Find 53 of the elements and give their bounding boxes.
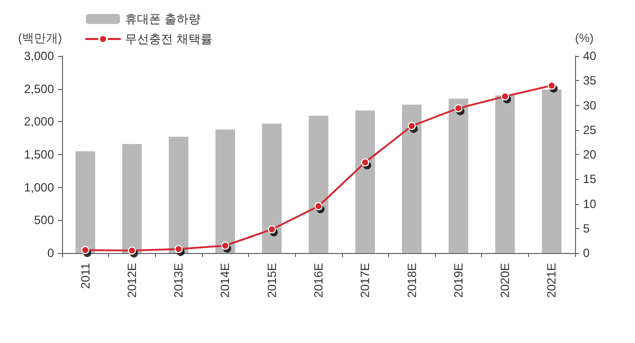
point [548, 82, 556, 90]
bar [355, 110, 375, 253]
y2-tick-label: 30 [583, 98, 597, 112]
y-axis-title: (백만개) [18, 31, 62, 45]
x-tick-label: 2020E [498, 263, 512, 298]
x-tick-label: 2021E [544, 263, 559, 298]
point [314, 202, 322, 210]
x-tick-label: 2012E [124, 263, 139, 298]
y2-tick-label: 40 [583, 49, 597, 63]
x-tick-label: 2015E [264, 263, 279, 298]
y-tick-label: 2,500 [24, 82, 54, 96]
y2-tick-label: 35 [583, 74, 597, 88]
y-tick-label: 1,000 [24, 180, 54, 194]
point [128, 246, 136, 255]
bar [168, 136, 188, 253]
bar [308, 116, 328, 253]
y2-tick-label: 15 [583, 172, 597, 186]
y2-tick-label: 25 [583, 122, 597, 137]
x-tick-label: 2019E [451, 263, 466, 298]
x-tick-label: 2018E [404, 263, 419, 298]
point [268, 225, 276, 234]
y2-tick-label: 5 [583, 221, 590, 236]
point [454, 104, 462, 112]
x-tick-label: 2013E [172, 263, 186, 298]
bar [402, 104, 422, 253]
bar [542, 89, 562, 253]
bar [262, 124, 282, 253]
point [501, 92, 510, 100]
y2-axis-title: (%) [575, 31, 594, 45]
bar [76, 151, 96, 253]
point [361, 158, 370, 166]
x-tick-label: 2017E [358, 263, 372, 298]
y2-tick-label: 20 [583, 148, 597, 162]
x-tick-label: 2014E [218, 263, 232, 298]
y-tick-label: 1,500 [24, 148, 54, 162]
y-tick-label: 3,000 [24, 49, 54, 63]
bar [215, 130, 236, 253]
point [408, 122, 416, 130]
y2-tick-label: 10 [583, 196, 597, 211]
y-tick-label: 0 [47, 246, 54, 260]
point [81, 246, 90, 254]
legend-label: 휴대폰 출하량 [125, 12, 200, 26]
y-tick-label: 500 [34, 213, 54, 228]
bar [495, 95, 515, 253]
point [221, 242, 230, 250]
y2-tick-label: 0 [583, 246, 590, 260]
y-tick-label: 2,000 [24, 114, 54, 129]
x-tick-label: 2011 [78, 262, 92, 289]
legend-label: 무선충전 채택률 [125, 32, 212, 46]
point [174, 245, 183, 254]
bar [448, 98, 468, 253]
bar [122, 144, 142, 253]
x-tick-label: 2016E [312, 263, 326, 298]
